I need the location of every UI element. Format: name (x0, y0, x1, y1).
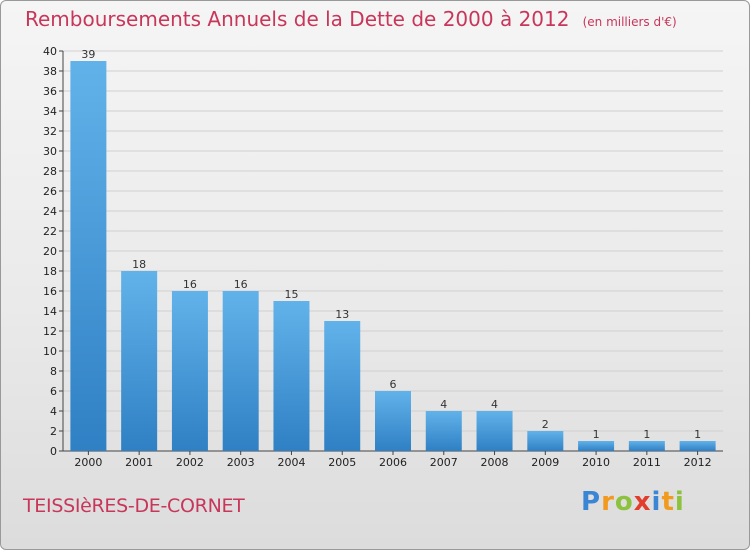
bar (375, 391, 411, 451)
bar (578, 441, 615, 451)
bar-value-label: 4 (440, 398, 447, 411)
x-tick-label: 2002 (176, 456, 204, 469)
bar (121, 271, 158, 451)
y-tick-label: 20 (43, 245, 57, 258)
commune-name: TEISSIèRES-DE-CORNET (23, 495, 245, 517)
y-tick-label: 30 (43, 145, 57, 158)
x-tick-label: 2009 (531, 456, 559, 469)
logo-letter: t (661, 487, 675, 517)
y-tick-label: 0 (50, 445, 57, 458)
y-tick-label: 14 (43, 305, 57, 318)
bar-value-label: 1 (694, 428, 701, 441)
logo-letter: o (614, 487, 634, 517)
x-tick-label: 2001 (125, 456, 153, 469)
proxiti-logo: Proxiti (581, 487, 685, 517)
bar-value-label: 16 (234, 278, 248, 291)
y-tick-label: 40 (43, 45, 57, 58)
y-tick-label: 6 (50, 385, 57, 398)
x-tick-label: 2005 (328, 456, 356, 469)
y-tick-label: 38 (43, 65, 57, 78)
bar-value-label: 1 (593, 428, 600, 441)
bar-value-label: 2 (542, 418, 549, 431)
y-tick-label: 16 (43, 285, 57, 298)
x-tick-label: 2010 (582, 456, 610, 469)
y-tick-label: 2 (50, 425, 57, 438)
y-tick-label: 12 (43, 325, 57, 338)
logo-letter: i (651, 487, 662, 517)
bar (324, 321, 361, 451)
y-tick-label: 28 (43, 165, 57, 178)
logo-letter: i (674, 487, 685, 517)
bar (70, 61, 107, 451)
bar (222, 291, 259, 451)
bar (273, 301, 310, 451)
bar (425, 411, 462, 451)
y-tick-label: 10 (43, 345, 57, 358)
bar-value-label: 15 (284, 288, 298, 301)
y-tick-label: 22 (43, 225, 57, 238)
chart-title: Remboursements Annuels de la Dette de 20… (25, 7, 570, 31)
y-tick-label: 18 (43, 265, 57, 278)
bar-value-label: 16 (183, 278, 197, 291)
unit-note: (en milliers d'€) (582, 15, 677, 29)
x-tick-label: 2008 (481, 456, 509, 469)
y-tick-label: 36 (43, 85, 57, 98)
bar-value-label: 1 (643, 428, 650, 441)
x-tick-label: 2004 (277, 456, 305, 469)
bar-value-label: 39 (81, 48, 95, 61)
logo-letter: r (601, 487, 615, 517)
bar (527, 431, 564, 451)
bar (476, 411, 513, 451)
x-tick-label: 2003 (227, 456, 255, 469)
bar-value-label: 13 (335, 308, 349, 321)
bar (171, 291, 208, 451)
y-tick-label: 8 (50, 365, 57, 378)
y-tick-label: 34 (43, 105, 57, 118)
logo-letter: P (581, 487, 602, 517)
y-tick-label: 4 (50, 405, 57, 418)
bar-value-label: 18 (132, 258, 146, 271)
chart-header: Remboursements Annuels de la Dette de 20… (25, 7, 677, 31)
x-tick-label: 2000 (74, 456, 102, 469)
y-tick-label: 24 (43, 205, 57, 218)
x-tick-label: 2011 (633, 456, 661, 469)
y-tick-label: 32 (43, 125, 57, 138)
bar-value-label: 6 (390, 378, 397, 391)
bar (679, 441, 716, 451)
y-tick-label: 26 (43, 185, 57, 198)
x-tick-label: 2007 (430, 456, 458, 469)
logo-letter: x (633, 487, 652, 517)
bar (628, 441, 665, 451)
bar-value-label: 4 (491, 398, 498, 411)
x-tick-label: 2012 (684, 456, 712, 469)
x-tick-label: 2006 (379, 456, 407, 469)
